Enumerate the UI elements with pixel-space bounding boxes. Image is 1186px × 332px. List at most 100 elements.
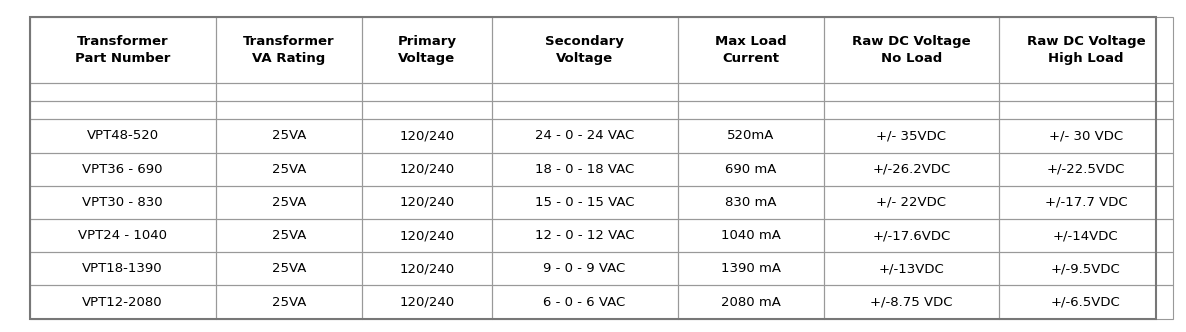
- Bar: [999, 119, 1173, 153]
- Text: VPT12-2080: VPT12-2080: [82, 295, 162, 309]
- Bar: [677, 153, 824, 186]
- Text: Raw DC Voltage
No Load: Raw DC Voltage No Load: [852, 35, 970, 65]
- Bar: [30, 219, 216, 252]
- Text: +/-22.5VDC: +/-22.5VDC: [1047, 163, 1126, 176]
- Bar: [362, 153, 491, 186]
- Text: Secondary
Voltage: Secondary Voltage: [546, 35, 624, 65]
- Text: +/-14VDC: +/-14VDC: [1053, 229, 1118, 242]
- Bar: [824, 119, 999, 153]
- Text: +/- 30 VDC: +/- 30 VDC: [1048, 129, 1123, 142]
- Bar: [824, 17, 999, 83]
- Bar: [824, 219, 999, 252]
- Text: 25VA: 25VA: [272, 295, 306, 309]
- Text: 830 mA: 830 mA: [725, 196, 777, 209]
- Bar: [677, 83, 824, 101]
- Text: +/-13VDC: +/-13VDC: [879, 262, 944, 275]
- Text: VPT36 - 690: VPT36 - 690: [82, 163, 162, 176]
- Bar: [999, 252, 1173, 286]
- Text: 690 mA: 690 mA: [725, 163, 777, 176]
- Bar: [492, 153, 677, 186]
- Text: 12 - 0 - 12 VAC: 12 - 0 - 12 VAC: [535, 229, 635, 242]
- Bar: [30, 153, 216, 186]
- Bar: [999, 286, 1173, 319]
- Text: 120/240: 120/240: [400, 196, 454, 209]
- Bar: [824, 286, 999, 319]
- Text: 1390 mA: 1390 mA: [721, 262, 780, 275]
- Text: 25VA: 25VA: [272, 196, 306, 209]
- Bar: [677, 286, 824, 319]
- Text: 15 - 0 - 15 VAC: 15 - 0 - 15 VAC: [535, 196, 635, 209]
- Text: 25VA: 25VA: [272, 163, 306, 176]
- Bar: [492, 219, 677, 252]
- Bar: [999, 186, 1173, 219]
- Text: Primary
Voltage: Primary Voltage: [397, 35, 457, 65]
- Bar: [677, 252, 824, 286]
- Text: 120/240: 120/240: [400, 129, 454, 142]
- Bar: [492, 252, 677, 286]
- Bar: [824, 83, 999, 101]
- Text: +/-17.7 VDC: +/-17.7 VDC: [1045, 196, 1127, 209]
- Text: 18 - 0 - 18 VAC: 18 - 0 - 18 VAC: [535, 163, 635, 176]
- Bar: [999, 153, 1173, 186]
- Bar: [216, 83, 362, 101]
- Bar: [362, 17, 491, 83]
- Bar: [216, 186, 362, 219]
- Text: +/-26.2VDC: +/-26.2VDC: [872, 163, 950, 176]
- Text: Transformer
VA Rating: Transformer VA Rating: [243, 35, 334, 65]
- Bar: [216, 17, 362, 83]
- Bar: [824, 101, 999, 119]
- Text: +/-8.75 VDC: +/-8.75 VDC: [871, 295, 952, 309]
- Bar: [216, 252, 362, 286]
- Text: VPT48-520: VPT48-520: [87, 129, 159, 142]
- Bar: [362, 101, 491, 119]
- Bar: [30, 17, 216, 83]
- Text: 120/240: 120/240: [400, 163, 454, 176]
- Text: Transformer
Part Number: Transformer Part Number: [75, 35, 171, 65]
- Bar: [824, 252, 999, 286]
- Text: 120/240: 120/240: [400, 229, 454, 242]
- Bar: [824, 153, 999, 186]
- Text: 25VA: 25VA: [272, 262, 306, 275]
- Bar: [677, 186, 824, 219]
- Text: Max Load
Current: Max Load Current: [715, 35, 786, 65]
- Bar: [216, 101, 362, 119]
- Text: 6 - 0 - 6 VAC: 6 - 0 - 6 VAC: [543, 295, 626, 309]
- Text: +/-17.6VDC: +/-17.6VDC: [872, 229, 950, 242]
- Text: VPT24 - 1040: VPT24 - 1040: [78, 229, 167, 242]
- Bar: [216, 219, 362, 252]
- Bar: [362, 219, 491, 252]
- Bar: [677, 219, 824, 252]
- Bar: [999, 17, 1173, 83]
- Bar: [999, 83, 1173, 101]
- Text: 24 - 0 - 24 VAC: 24 - 0 - 24 VAC: [535, 129, 635, 142]
- Text: VPT30 - 830: VPT30 - 830: [82, 196, 162, 209]
- Bar: [30, 252, 216, 286]
- Bar: [30, 186, 216, 219]
- Bar: [999, 219, 1173, 252]
- Text: Raw DC Voltage
High Load: Raw DC Voltage High Load: [1027, 35, 1146, 65]
- Text: +/- 35VDC: +/- 35VDC: [876, 129, 946, 142]
- Text: VPT18-1390: VPT18-1390: [82, 262, 162, 275]
- Text: 120/240: 120/240: [400, 262, 454, 275]
- Bar: [362, 186, 491, 219]
- Bar: [362, 252, 491, 286]
- Bar: [492, 119, 677, 153]
- Bar: [362, 119, 491, 153]
- Text: 1040 mA: 1040 mA: [721, 229, 780, 242]
- Bar: [216, 286, 362, 319]
- Bar: [30, 101, 216, 119]
- Bar: [999, 101, 1173, 119]
- Bar: [824, 186, 999, 219]
- Bar: [492, 83, 677, 101]
- Bar: [30, 286, 216, 319]
- Bar: [30, 83, 216, 101]
- Text: 9 - 0 - 9 VAC: 9 - 0 - 9 VAC: [543, 262, 626, 275]
- Bar: [216, 119, 362, 153]
- Text: 2080 mA: 2080 mA: [721, 295, 780, 309]
- Bar: [677, 17, 824, 83]
- Bar: [492, 17, 677, 83]
- Bar: [362, 83, 491, 101]
- Text: +/-6.5VDC: +/-6.5VDC: [1051, 295, 1121, 309]
- Bar: [492, 186, 677, 219]
- Text: 25VA: 25VA: [272, 229, 306, 242]
